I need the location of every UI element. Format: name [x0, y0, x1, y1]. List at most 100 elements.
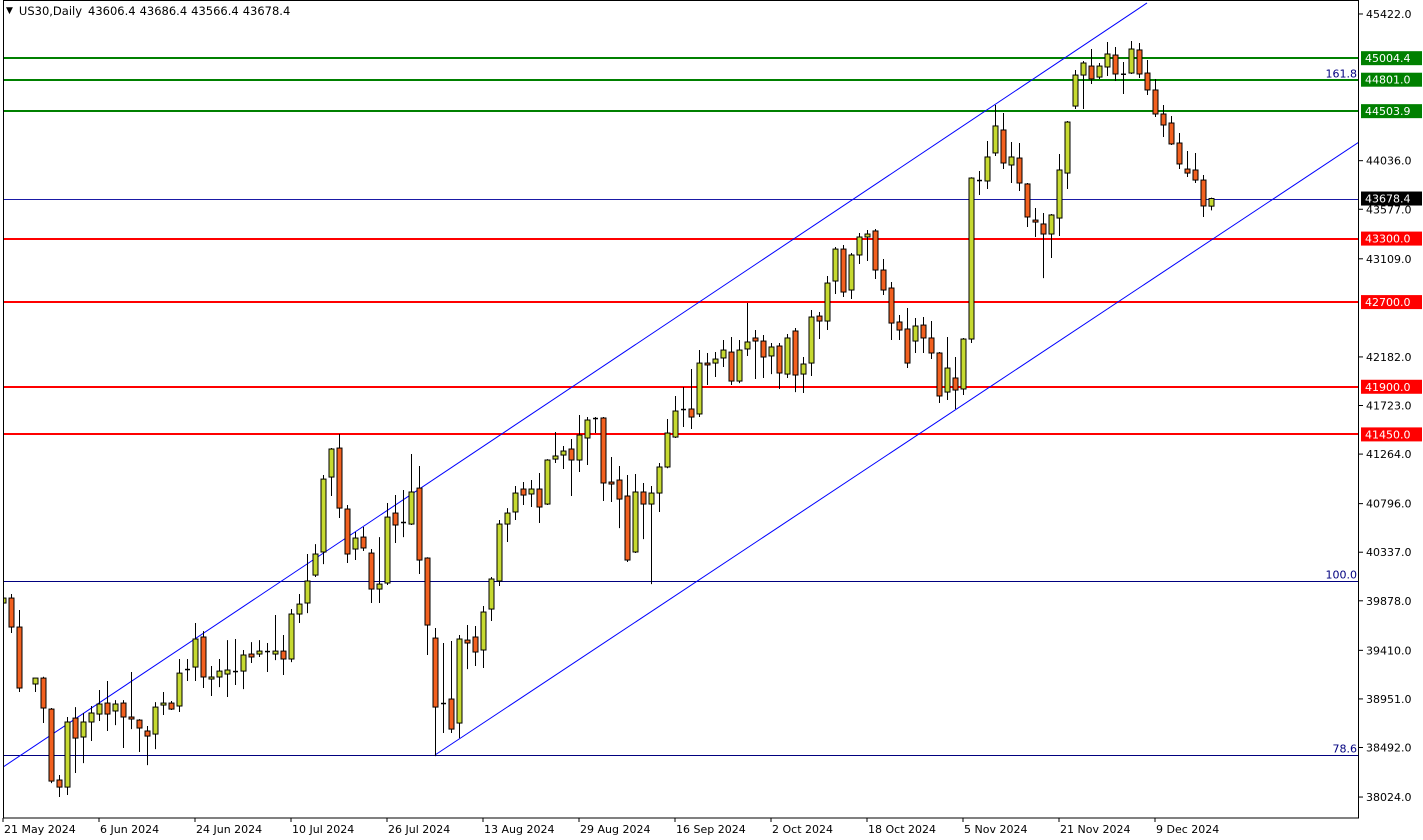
candle	[816, 312, 823, 340]
candle	[1192, 152, 1199, 184]
candle-body	[328, 448, 335, 478]
candle-body	[1056, 169, 1063, 219]
support-price-label: 42700.0	[1365, 296, 1411, 309]
candle-body	[960, 338, 967, 390]
candle	[688, 368, 695, 430]
candle-body	[424, 557, 431, 626]
candle	[408, 453, 415, 526]
candle-body	[224, 669, 231, 675]
candle	[240, 650, 247, 690]
channel-trendline[interactable]	[3, 2, 1148, 768]
candle	[424, 557, 431, 655]
candle	[736, 339, 743, 384]
candle	[136, 719, 143, 753]
candle	[336, 433, 343, 519]
candle-body	[896, 321, 903, 331]
candle	[840, 245, 847, 298]
symbol-timeframe: US30,Daily	[18, 4, 83, 18]
candle	[88, 706, 95, 742]
candle	[200, 631, 207, 689]
candle	[1144, 60, 1151, 96]
candle	[416, 466, 423, 575]
candle	[1168, 116, 1175, 146]
candle	[952, 357, 959, 409]
candle	[32, 677, 39, 693]
candle-body	[1136, 49, 1143, 75]
candle	[1080, 60, 1087, 110]
y-tick-label: 45422.0	[1366, 8, 1412, 21]
candle-body	[200, 636, 207, 678]
candle	[8, 594, 15, 633]
candle	[1208, 197, 1215, 211]
x-tick-label: 29 Aug 2024	[580, 823, 650, 836]
candle	[1048, 214, 1055, 259]
candle	[360, 527, 367, 552]
candle-body	[968, 177, 975, 340]
candle	[704, 353, 711, 385]
candle-body	[376, 583, 383, 590]
y-tick-label: 41264.0	[1366, 448, 1412, 461]
candle	[272, 614, 279, 661]
candle-body	[808, 316, 815, 364]
candle	[752, 330, 759, 380]
price-axis[interactable]: 45422.0 44036.0 43577.0 43109.0 42182.0 41723…	[1359, 8, 1412, 804]
candle	[1064, 120, 1071, 190]
candle	[672, 395, 679, 439]
time-axis[interactable]: 21 May 2024 6 Jun 2024 24 Jun 2024 10 Jul 2…	[2, 818, 1219, 836]
resistance-price-label-bg	[1361, 72, 1422, 87]
candle	[401, 489, 406, 538]
candle	[560, 446, 567, 470]
candle-body	[40, 677, 47, 709]
candle-body	[160, 702, 167, 706]
candle-body	[840, 248, 847, 293]
candle-body	[1192, 169, 1199, 181]
candle-body	[664, 432, 671, 468]
candle	[160, 692, 167, 716]
candle-body	[632, 491, 639, 553]
candle-body	[640, 491, 647, 505]
candle-body	[952, 377, 959, 391]
candle	[352, 531, 359, 561]
candle	[441, 643, 446, 734]
candle-body	[304, 580, 311, 604]
candle	[800, 357, 807, 394]
candle-body	[136, 719, 143, 729]
candle-body	[408, 491, 415, 525]
support-price-label-bg	[1361, 427, 1422, 442]
candle-body	[288, 613, 295, 660]
candle	[233, 639, 238, 686]
candle	[792, 328, 799, 393]
candle-body	[936, 352, 943, 397]
candle-body	[1080, 62, 1087, 76]
candle	[1152, 78, 1159, 117]
candle	[512, 486, 519, 521]
candle	[328, 448, 335, 497]
candle-body	[760, 340, 767, 358]
candle	[185, 659, 190, 682]
candle-body	[432, 637, 439, 708]
candle	[1088, 49, 1095, 85]
triangle-down-icon[interactable]: ▼	[6, 6, 13, 16]
x-tick-label: 26 Jul 2024	[388, 823, 450, 836]
candle-body	[1144, 72, 1151, 91]
candle	[80, 712, 87, 764]
candle-body	[1208, 198, 1215, 207]
y-tick-label: 38951.0	[1366, 693, 1412, 706]
candle-body	[64, 721, 71, 788]
fibonacci-level-label: 78.6	[1333, 743, 1358, 756]
candle-body	[688, 408, 695, 418]
candle	[48, 708, 55, 784]
candle-body	[1152, 89, 1159, 115]
candle	[1000, 113, 1007, 170]
candle-body	[248, 653, 255, 658]
candle-body	[568, 448, 575, 461]
candle-body	[704, 362, 711, 366]
chart-header: ▼ US30,Daily 43606.4 43686.4 43566.4 436…	[6, 4, 290, 18]
candle-body	[1088, 65, 1095, 80]
support-price-label-bg	[1361, 231, 1422, 246]
candle-body	[768, 346, 775, 357]
channel-trendline[interactable]	[434, 141, 1359, 756]
candle	[720, 339, 727, 367]
x-tick-label: 24 Jun 2024	[196, 823, 262, 836]
